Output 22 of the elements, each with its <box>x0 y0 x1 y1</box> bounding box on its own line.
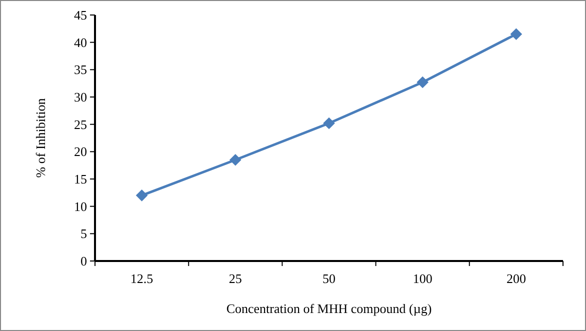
y-tick-label: 10 <box>74 198 87 214</box>
y-tick-label: 25 <box>74 116 87 132</box>
x-axis-title: Concentration of MHH compound (µg) <box>226 301 432 316</box>
x-tick-label: 50 <box>322 271 336 286</box>
point <box>510 28 522 40</box>
y-axis-title: % of Inhibition <box>33 98 48 178</box>
y-tick-label: 0 <box>80 254 87 269</box>
point <box>416 76 429 88</box>
point <box>323 117 335 130</box>
y-tick-label: 15 <box>74 172 87 187</box>
y-tick-label: 30 <box>74 90 87 105</box>
x-tick-label: 25 <box>228 271 242 286</box>
y-tick-label: 20 <box>74 144 87 160</box>
y-tick-label: 40 <box>74 34 87 50</box>
y-tick-label: 45 <box>74 8 87 23</box>
y-tick-label: 5 <box>80 226 87 242</box>
x-tick-label: 200 <box>506 271 526 286</box>
point <box>229 154 242 166</box>
x-tick-label: 100 <box>412 271 432 286</box>
x-tick-label: 12.5 <box>130 271 154 286</box>
y-tick-label: 35 <box>74 62 87 78</box>
point <box>136 189 148 202</box>
